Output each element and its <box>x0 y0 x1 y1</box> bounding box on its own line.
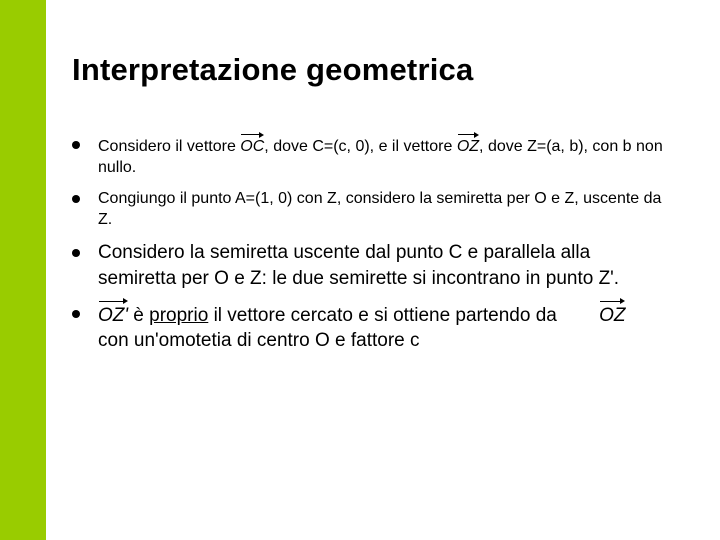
bullet-text: OZ' è proprio il vettore cercato e si ot… <box>98 301 664 353</box>
text-fragment: il vettore cercato e si ottiene partendo… <box>208 305 562 326</box>
underlined-text: proprio <box>149 305 208 326</box>
bullet-text: Considero il vettore OC, dove C=(c, 0), … <box>98 134 664 178</box>
vector-label: OZ' <box>98 305 128 326</box>
text-fragment: , dove C=(c, 0), e il vettore <box>264 138 457 155</box>
bullet-icon <box>72 249 80 257</box>
bullet-icon <box>72 310 80 318</box>
text-fragment: con un'omotetia di centro O e fattore c <box>98 330 420 351</box>
text-fragment: è <box>128 305 149 326</box>
bullet-text: Considero la semiretta uscente dal punto… <box>98 240 664 290</box>
bullet-icon <box>72 141 80 149</box>
vector-symbol: OZ <box>457 134 479 157</box>
vector-symbol: OC <box>240 134 264 157</box>
bullet-icon <box>72 195 80 203</box>
slide-title: Interpretazione geometrica <box>72 52 664 88</box>
vector-symbol: OZ <box>599 301 625 328</box>
bullet-list: Considero il vettore OC, dove C=(c, 0), … <box>72 134 664 353</box>
list-item: Congiungo il punto A=(1, 0) con Z, consi… <box>72 188 664 230</box>
list-item: Considero il vettore OC, dove C=(c, 0), … <box>72 134 664 178</box>
vector-symbol: OZ' <box>98 301 128 328</box>
vector-label: OC <box>240 138 264 155</box>
vector-label: OZ <box>599 305 625 326</box>
text-fragment: Considero il vettore <box>98 138 240 155</box>
slide-content: Interpretazione geometrica Considero il … <box>0 0 720 540</box>
list-item: OZ' è proprio il vettore cercato e si ot… <box>72 301 664 353</box>
vector-label: OZ <box>457 138 479 155</box>
bullet-text: Congiungo il punto A=(1, 0) con Z, consi… <box>98 188 664 230</box>
list-item: Considero la semiretta uscente dal punto… <box>72 240 664 290</box>
